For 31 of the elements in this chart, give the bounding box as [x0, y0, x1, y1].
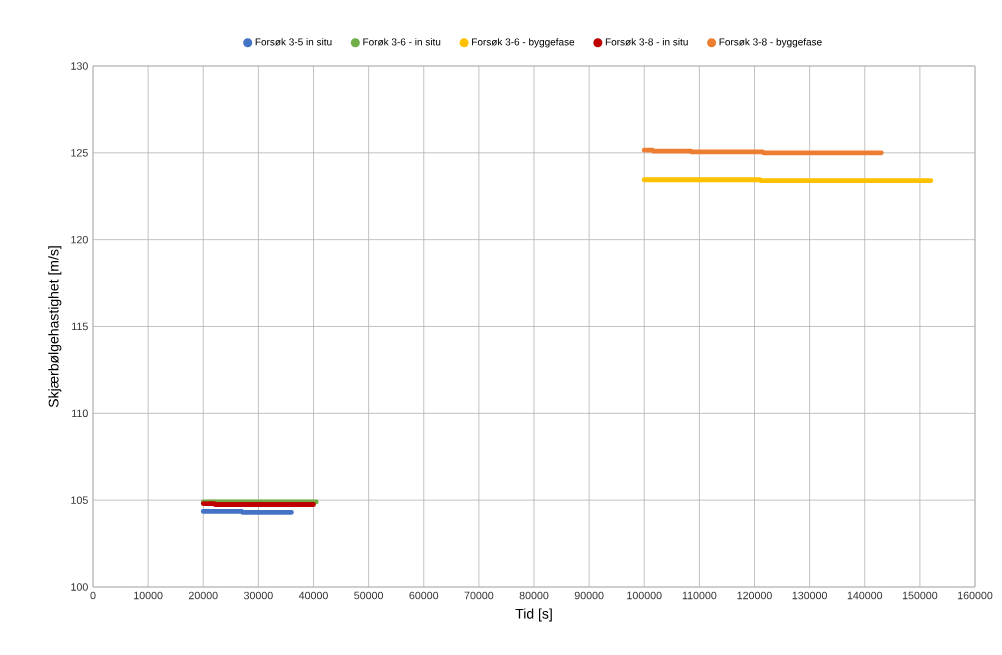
legend-label: Forøk 3-6 - in situ [363, 38, 441, 46]
y-tick-label: 115 [72, 322, 88, 331]
legend-label: Forsøk 3-8 - byggefase [719, 38, 822, 48]
y-tick-label: 105 [71, 496, 88, 504]
x-axis-title: Tid [s] [515, 608, 552, 622]
x-tick-label: 80000 [519, 591, 549, 600]
x-tick-label: 160000 [958, 591, 993, 600]
x-tick-label: 100000 [627, 591, 662, 600]
x-tick-label: 90000 [574, 591, 604, 600]
x-tick-label: 60000 [409, 591, 439, 600]
x-tick-label: 150000 [902, 591, 938, 600]
x-tick-label: 30000 [243, 591, 273, 600]
y-axis-title: Skjærbølgehastighet [m/s] [48, 246, 62, 408]
x-tick-label: 110000 [682, 591, 717, 600]
x-tick-label: 20000 [188, 591, 218, 600]
y-tick-label: 125 [71, 149, 88, 157]
x-tick-label: 40000 [298, 591, 328, 600]
legend-label: Forsøk 3-8 - in situ [605, 38, 688, 46]
x-tick-label: 0 [90, 591, 96, 600]
y-tick-label: 110 [72, 409, 88, 418]
x-tick-label: 120000 [737, 591, 772, 600]
x-tick-label: 130000 [792, 591, 828, 600]
legend-label: Forsøk 3-6 - byggefase [472, 38, 575, 48]
y-tick-label: 120 [71, 235, 88, 244]
y-tick-label: 130 [71, 62, 88, 70]
x-tick-label: 70000 [464, 591, 494, 600]
legend-label: Forsøk 3-5 in situ [255, 38, 332, 46]
x-tick-label: 10000 [134, 591, 163, 600]
x-tick-label: 140000 [847, 591, 883, 600]
y-tick-label: 100 [71, 583, 88, 591]
x-tick-label: 50000 [354, 591, 384, 600]
